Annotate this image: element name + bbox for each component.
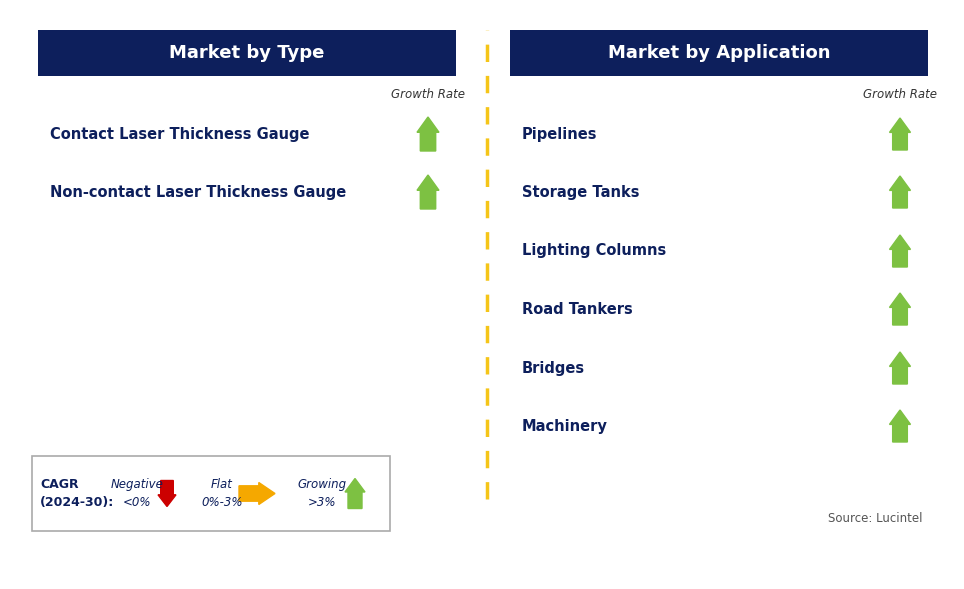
Text: Source: Lucintel: Source: Lucintel [828,512,923,525]
Polygon shape [890,293,911,325]
Text: Growth Rate: Growth Rate [863,88,937,101]
Text: Machinery: Machinery [522,419,608,434]
Polygon shape [417,117,439,151]
Text: 0%-3%: 0%-3% [201,496,243,509]
Text: Market by Application: Market by Application [607,44,830,62]
Text: Flat: Flat [211,478,233,491]
Text: Pipelines: Pipelines [522,127,598,141]
Text: Growing: Growing [298,478,347,491]
Text: Growth Rate: Growth Rate [391,88,465,101]
FancyBboxPatch shape [32,456,390,531]
Polygon shape [890,176,911,208]
FancyBboxPatch shape [510,30,928,76]
Text: Contact Laser Thickness Gauge: Contact Laser Thickness Gauge [50,127,309,141]
Polygon shape [158,481,176,507]
Text: Negative: Negative [111,478,164,491]
Text: CAGR: CAGR [40,478,79,491]
Polygon shape [890,352,911,384]
Polygon shape [239,482,275,505]
Polygon shape [417,175,439,209]
Text: Lighting Columns: Lighting Columns [522,243,666,259]
Text: <0%: <0% [122,496,151,509]
Text: Non-contact Laser Thickness Gauge: Non-contact Laser Thickness Gauge [50,184,346,200]
Polygon shape [890,235,911,267]
Polygon shape [345,478,365,508]
Polygon shape [890,410,911,442]
Text: Market by Type: Market by Type [170,44,325,62]
Text: Road Tankers: Road Tankers [522,302,632,316]
Text: (2024-30):: (2024-30): [40,496,115,509]
Text: Storage Tanks: Storage Tanks [522,184,639,200]
Text: Bridges: Bridges [522,360,585,376]
Text: >3%: >3% [308,496,336,509]
Polygon shape [890,118,911,150]
FancyBboxPatch shape [38,30,456,76]
